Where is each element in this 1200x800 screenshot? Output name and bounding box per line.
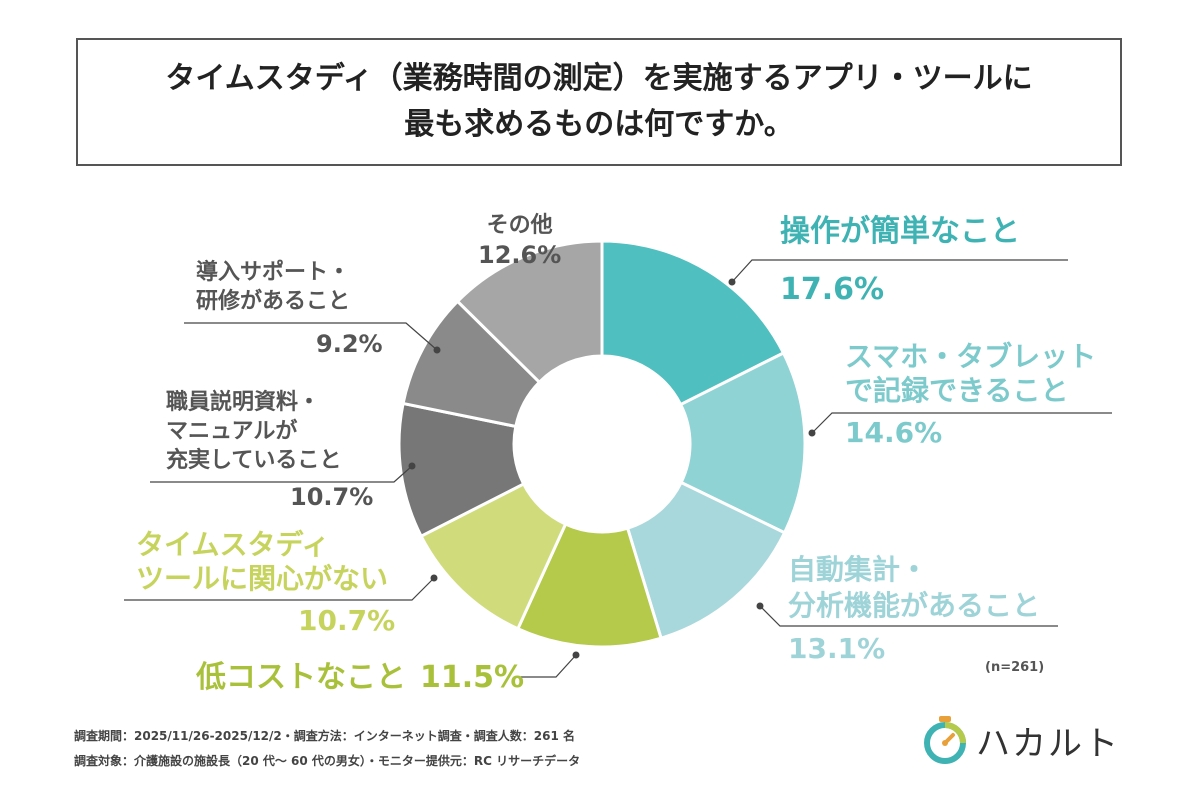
label-slice-4: タイムスタディ ツールに関心がない 10.7% (136, 528, 395, 637)
donut-slice-1 (678, 350, 807, 535)
label-slice-5-text-1: 職員説明資料・ (166, 390, 321, 415)
donut-slice-7 (455, 239, 604, 385)
footnote-survey-target: 調査対象：介護施設の施設長（20 代～ 60 代の男女）・モニター提供元：RC … (74, 754, 581, 768)
label-slice-7-pct: 12.6% (478, 241, 562, 269)
label-slice-6-text-2: 研修があること (196, 289, 351, 314)
stopwatch-icon (924, 716, 966, 764)
leader-dot-4 (430, 574, 438, 582)
leader-line-2 (759, 605, 1058, 627)
donut-slice-0 (600, 239, 786, 407)
label-slice-4-text-2: ツールに関心がない (136, 562, 389, 595)
label-slice-3-text: 低コストなこと (196, 660, 406, 695)
label-slice-5-text-3: 充実していること (166, 448, 342, 473)
brand-name: ハカルト (976, 723, 1120, 764)
chart-title-line-1: タイムスタディ（業務時間の測定）を実施するアプリ・ツールに (165, 61, 1033, 96)
label-slice-1-pct: 14.6% (845, 416, 943, 449)
chart-title-line-2: 最も求めるものは何ですか。 (404, 107, 794, 142)
label-slice-5-text-2: マニュアルが (166, 419, 298, 444)
label-slice-0: 操作が簡単なこと 17.6% (780, 206, 1020, 307)
leader-dot-0 (728, 278, 736, 286)
label-slice-2: 自動集計・ 分析機能があること 13.1% (788, 552, 1040, 665)
label-slice-1: スマホ・タブレット で記録できること 14.6% (845, 340, 1096, 449)
leader-dot-5 (408, 462, 416, 470)
leader-dot-1 (808, 429, 816, 437)
label-slice-6-text-1: 導入サポート・ (196, 260, 351, 285)
leader-line-4 (124, 577, 435, 601)
label-slice-6-pct: 9.2% (316, 330, 383, 358)
label-slice-2-text-2: 分析機能があること (788, 589, 1041, 622)
title-box: タイムスタディ（業務時間の測定）を実施するアプリ・ツールに 最も求めるものは何で… (76, 38, 1122, 166)
leader-dot-3 (572, 651, 580, 659)
label-slice-2-text-1: 自動集計・ (788, 553, 929, 586)
label-slice-1-text-1: スマホ・タブレット (845, 340, 1097, 373)
leader-line-6 (184, 322, 438, 351)
brand-logo: ハカルト (922, 715, 1120, 765)
footnote-survey-period: 調査期間：2025/11/26-2025/12/2・調査方法：インターネット調査… (74, 729, 575, 743)
leader-dot-2 (756, 602, 764, 610)
label-slice-1-text-2: で記録できること (845, 374, 1069, 407)
leader-dot-6 (433, 346, 441, 354)
label-slice-5: 職員説明資料・ マニュアルが 充実していること 10.7% (166, 388, 373, 511)
sample-size-label: (n=261) (985, 660, 1045, 675)
label-slice-0-text: 操作が簡単なこと (780, 214, 1020, 249)
label-slice-6: 導入サポート・ 研修があること 9.2% (196, 258, 383, 358)
leader-line-1 (811, 412, 1112, 434)
leader-line-0 (731, 259, 1068, 283)
label-slice-7: その他 12.6% (478, 212, 561, 270)
label-slice-3-pct: 11.5% (420, 660, 525, 695)
label-slice-3: 低コストなこと 11.5% (196, 652, 524, 696)
leader-line-5 (150, 465, 413, 483)
donut-slice-2 (625, 480, 787, 641)
leader-line-3 (515, 654, 577, 678)
label-slice-4-pct: 10.7% (298, 604, 396, 637)
label-slice-7-text: その他 (486, 213, 553, 238)
label-slice-4-text-1: タイムスタディ (136, 528, 330, 561)
label-slice-5-pct: 10.7% (290, 483, 374, 511)
label-slice-0-pct: 17.6% (780, 272, 885, 307)
label-slice-2-pct: 13.1% (788, 632, 886, 665)
